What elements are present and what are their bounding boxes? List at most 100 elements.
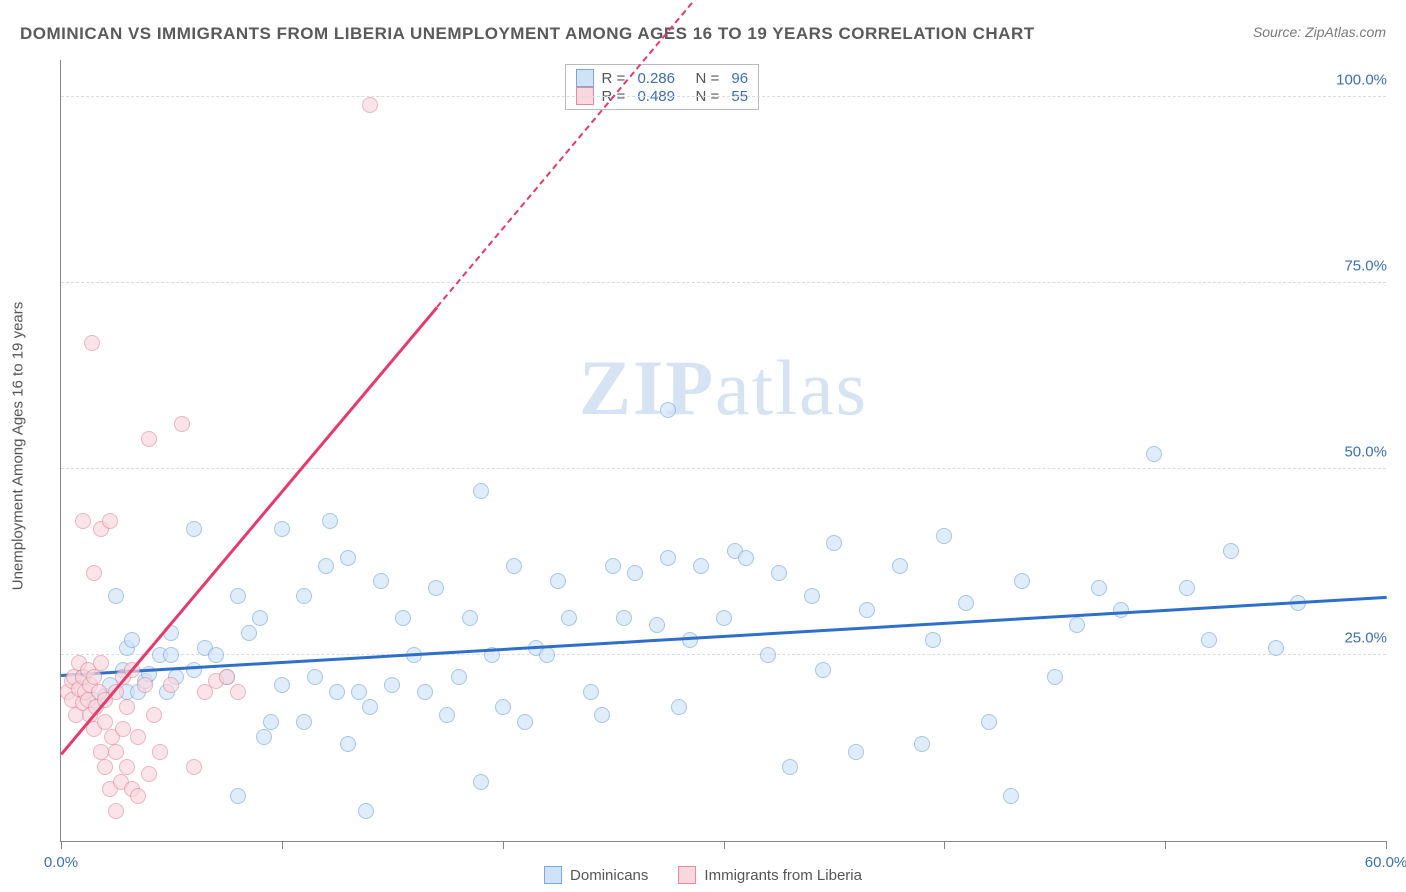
data-point xyxy=(782,759,798,775)
source-label: Source: ZipAtlas.com xyxy=(1253,24,1386,40)
trend-line xyxy=(60,306,438,754)
data-point xyxy=(263,714,279,730)
stat-row: R = 0.286 N = 96 xyxy=(576,69,749,87)
data-point xyxy=(1223,543,1239,559)
data-point xyxy=(561,610,577,626)
series-swatch xyxy=(544,866,562,884)
data-point xyxy=(119,699,135,715)
data-point xyxy=(322,513,338,529)
data-point xyxy=(141,766,157,782)
data-point xyxy=(86,669,102,685)
data-point xyxy=(163,647,179,663)
data-point xyxy=(230,588,246,604)
data-point xyxy=(958,595,974,611)
ytick-label: 75.0% xyxy=(1338,258,1387,275)
data-point xyxy=(914,736,930,752)
data-point xyxy=(1146,446,1162,462)
stat-n-label: N = xyxy=(683,70,723,87)
data-point xyxy=(660,402,676,418)
data-point xyxy=(1003,788,1019,804)
legend-item: Dominicans xyxy=(544,866,648,884)
data-point xyxy=(373,573,389,589)
data-point xyxy=(473,774,489,790)
legend-label: Dominicans xyxy=(570,867,648,884)
data-point xyxy=(1014,573,1030,589)
data-point xyxy=(84,335,100,351)
data-point xyxy=(451,669,467,685)
data-point xyxy=(362,97,378,113)
data-point xyxy=(86,565,102,581)
data-point xyxy=(682,632,698,648)
ytick-label: 50.0% xyxy=(1338,444,1387,461)
data-point xyxy=(108,744,124,760)
xtick xyxy=(282,841,283,849)
data-point xyxy=(495,699,511,715)
data-point xyxy=(804,588,820,604)
ytick-label: 25.0% xyxy=(1338,630,1387,647)
data-point xyxy=(649,617,665,633)
data-point xyxy=(241,625,257,641)
xtick xyxy=(61,841,62,849)
data-point xyxy=(760,647,776,663)
data-point xyxy=(417,684,433,700)
data-point xyxy=(925,632,941,648)
data-point xyxy=(186,759,202,775)
data-point xyxy=(163,677,179,693)
data-point xyxy=(583,684,599,700)
data-point xyxy=(146,707,162,723)
data-point xyxy=(848,744,864,760)
data-point xyxy=(605,558,621,574)
data-point xyxy=(75,513,91,529)
data-point xyxy=(594,707,610,723)
data-point xyxy=(892,558,908,574)
plot-area: ZIPatlas R = 0.286 N = 96R = 0.489 N = 5… xyxy=(60,60,1386,842)
data-point xyxy=(124,632,140,648)
data-point xyxy=(716,610,732,626)
data-point xyxy=(102,513,118,529)
data-point xyxy=(119,759,135,775)
data-point xyxy=(130,729,146,745)
xtick xyxy=(944,841,945,849)
data-point xyxy=(395,610,411,626)
data-point xyxy=(274,677,290,693)
series-swatch xyxy=(678,866,696,884)
data-point xyxy=(1091,580,1107,596)
y-axis-label: Unemployment Among Ages 16 to 19 years xyxy=(10,302,27,591)
data-point xyxy=(296,714,312,730)
data-point xyxy=(108,588,124,604)
data-point xyxy=(627,565,643,581)
data-point xyxy=(230,788,246,804)
stat-r-value: 0.286 xyxy=(637,70,675,87)
legend-label: Immigrants from Liberia xyxy=(704,867,862,884)
legend-item: Immigrants from Liberia xyxy=(678,866,862,884)
data-point xyxy=(115,721,131,737)
data-point xyxy=(1069,617,1085,633)
gridline xyxy=(61,282,1386,283)
watermark: ZIPatlas xyxy=(579,343,868,433)
data-point xyxy=(539,647,555,663)
data-point xyxy=(1268,640,1284,656)
stat-n-value: 96 xyxy=(731,70,748,87)
data-point xyxy=(981,714,997,730)
data-point xyxy=(141,431,157,447)
data-point xyxy=(307,669,323,685)
data-point xyxy=(351,684,367,700)
data-point xyxy=(1179,580,1195,596)
data-point xyxy=(671,699,687,715)
data-point xyxy=(550,573,566,589)
xtick xyxy=(503,841,504,849)
data-point xyxy=(1047,669,1063,685)
data-point xyxy=(738,550,754,566)
gridline xyxy=(61,468,1386,469)
xtick xyxy=(1386,841,1387,849)
data-point xyxy=(826,535,842,551)
data-point xyxy=(230,684,246,700)
data-point xyxy=(97,714,113,730)
data-point xyxy=(186,521,202,537)
gridline xyxy=(61,96,1386,97)
data-point xyxy=(428,580,444,596)
data-point xyxy=(815,662,831,678)
xtick xyxy=(724,841,725,849)
data-point xyxy=(936,528,952,544)
data-point xyxy=(174,416,190,432)
